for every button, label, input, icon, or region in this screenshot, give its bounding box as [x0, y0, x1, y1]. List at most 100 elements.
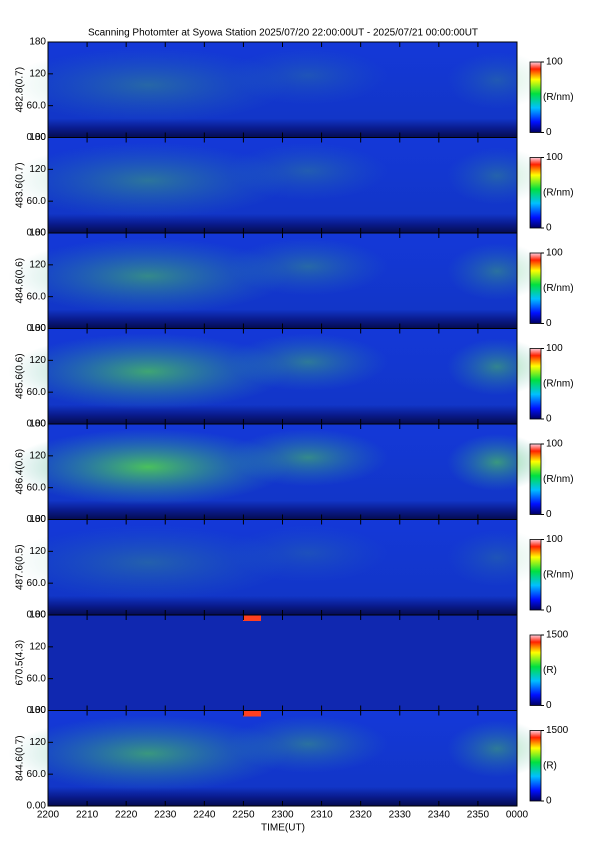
- x-tick-label: 2330: [389, 810, 412, 821]
- colorbar-label: (R/nm): [543, 474, 574, 485]
- y-tick-label: 0.00: [27, 801, 47, 812]
- x-tick-label: 2240: [193, 810, 216, 821]
- x-tick-label: 2310: [310, 810, 333, 821]
- colorbar-tick-label: 0: [546, 127, 552, 138]
- y-tick-label: 120: [29, 355, 46, 366]
- heatmap-patch: [8, 46, 288, 124]
- x-tick-label: 2230: [154, 810, 177, 821]
- y-tick-label: 180: [29, 37, 46, 48]
- colorbar-tick-label: 100: [546, 248, 563, 259]
- y-tick-label: 0.00: [27, 419, 47, 430]
- heatmap-patch: [447, 147, 547, 205]
- heatmap-patch: [243, 710, 261, 717]
- heatmap-patch: [447, 242, 547, 300]
- y-tick-label: 60.0: [27, 578, 47, 589]
- y-tick-label: 180: [29, 514, 46, 525]
- x-tick-label: 2250: [232, 810, 255, 821]
- heatmap-patch: [228, 142, 388, 200]
- x-tick-label: 0000: [506, 810, 529, 821]
- y-axis-label: 486.4(0.6): [15, 449, 26, 495]
- y-tick-label: 0.00: [27, 514, 47, 525]
- y-tick-label: 180: [29, 323, 46, 334]
- colorbar-tick-label: 0: [546, 223, 552, 234]
- y-tick-label: 0.00: [27, 323, 47, 334]
- y-tick-label: 120: [29, 68, 46, 79]
- y-axis-label: 844.6(0.7): [15, 735, 26, 781]
- y-axis-label: 482.8(0.7): [15, 67, 26, 113]
- y-tick-label: 60.0: [27, 769, 47, 780]
- chart-title: Scanning Photomter at Syowa Station 2025…: [88, 28, 478, 39]
- heatmap-patch: [243, 615, 261, 621]
- heatmap-patch: [447, 338, 547, 396]
- heatmap-patch: [8, 524, 288, 601]
- y-tick-label: 120: [29, 641, 46, 652]
- y-tick-label: 0.00: [27, 132, 47, 143]
- y-tick-label: 0.00: [27, 610, 47, 621]
- y-tick-label: 60.0: [27, 387, 47, 398]
- colorbar: [529, 157, 542, 229]
- y-tick-label: 180: [29, 132, 46, 143]
- colorbar-tick-label: 0: [546, 414, 552, 425]
- heatmap-patch: [447, 720, 547, 778]
- colorbar-tick-label: 0: [546, 605, 552, 616]
- y-tick-label: 60.0: [27, 673, 47, 684]
- y-tick-label: 60.0: [27, 100, 47, 111]
- x-axis-label: TIME(UT): [261, 823, 305, 834]
- heatmap-patch: [8, 237, 288, 315]
- colorbar-tick-label: 0: [546, 700, 552, 711]
- y-tick-label: 180: [29, 610, 46, 621]
- y-tick-label: 0.00: [27, 228, 47, 239]
- colorbar-tick-label: 100: [546, 152, 563, 163]
- colorbar-label: (R/nm): [543, 378, 574, 389]
- heatmap-patch: [228, 715, 388, 773]
- heatmap-patch: [228, 524, 388, 582]
- x-tick-label: 2220: [115, 810, 138, 821]
- y-tick-label: 60.0: [27, 291, 47, 302]
- y-axis-label: 483.6(0.7): [15, 162, 26, 208]
- colorbar: [529, 539, 542, 611]
- colorbar: [529, 730, 542, 802]
- colorbar-tick-label: 1500: [546, 630, 569, 641]
- heatmap-patch: [228, 46, 388, 105]
- y-axis-label: 484.6(0.6): [15, 258, 26, 304]
- heatmap-patch: [228, 333, 388, 391]
- colorbar-label: (R): [543, 665, 557, 676]
- y-tick-label: 120: [29, 259, 46, 270]
- colorbar-label: (R/nm): [543, 283, 574, 294]
- x-tick-label: 2350: [467, 810, 490, 821]
- y-tick-label: 120: [29, 546, 46, 557]
- colorbar-label: (R): [543, 760, 557, 771]
- y-tick-label: 180: [29, 228, 46, 239]
- colorbar: [529, 252, 542, 324]
- x-tick-label: 2210: [76, 810, 99, 821]
- x-tick-label: 2200: [37, 810, 60, 821]
- heatmap-patch: [8, 715, 288, 792]
- heatmap-patch: [8, 142, 288, 219]
- heatmap-patch: [447, 529, 547, 587]
- colorbar-tick-label: 1500: [546, 725, 569, 736]
- colorbar-tick-label: 100: [546, 343, 563, 354]
- colorbar-tick-label: 100: [546, 534, 563, 545]
- colorbar-tick-label: 100: [546, 439, 563, 450]
- y-tick-label: 180: [29, 419, 46, 430]
- colorbar: [529, 634, 542, 706]
- colorbar: [529, 348, 542, 420]
- heatmap-patch: [228, 237, 388, 296]
- colorbar: [529, 61, 542, 133]
- heatmap-patch: [8, 333, 288, 410]
- colorbar-tick-label: 100: [546, 57, 563, 68]
- colorbar-label: (R/nm): [543, 92, 574, 103]
- heatmap-patch: [447, 51, 547, 109]
- x-tick-label: 2340: [428, 810, 451, 821]
- y-tick-label: 60.0: [27, 482, 47, 493]
- y-tick-label: 60.0: [27, 196, 47, 207]
- heatmap: [48, 615, 517, 711]
- y-tick-label: 120: [29, 164, 46, 175]
- colorbar-label: (R/nm): [543, 569, 574, 580]
- x-tick-label: 2300: [271, 810, 294, 821]
- heatmap-patch: [8, 428, 288, 506]
- y-tick-label: 180: [29, 705, 46, 716]
- x-tick-label: 2320: [350, 810, 373, 821]
- colorbar-tick-label: 0: [546, 509, 552, 520]
